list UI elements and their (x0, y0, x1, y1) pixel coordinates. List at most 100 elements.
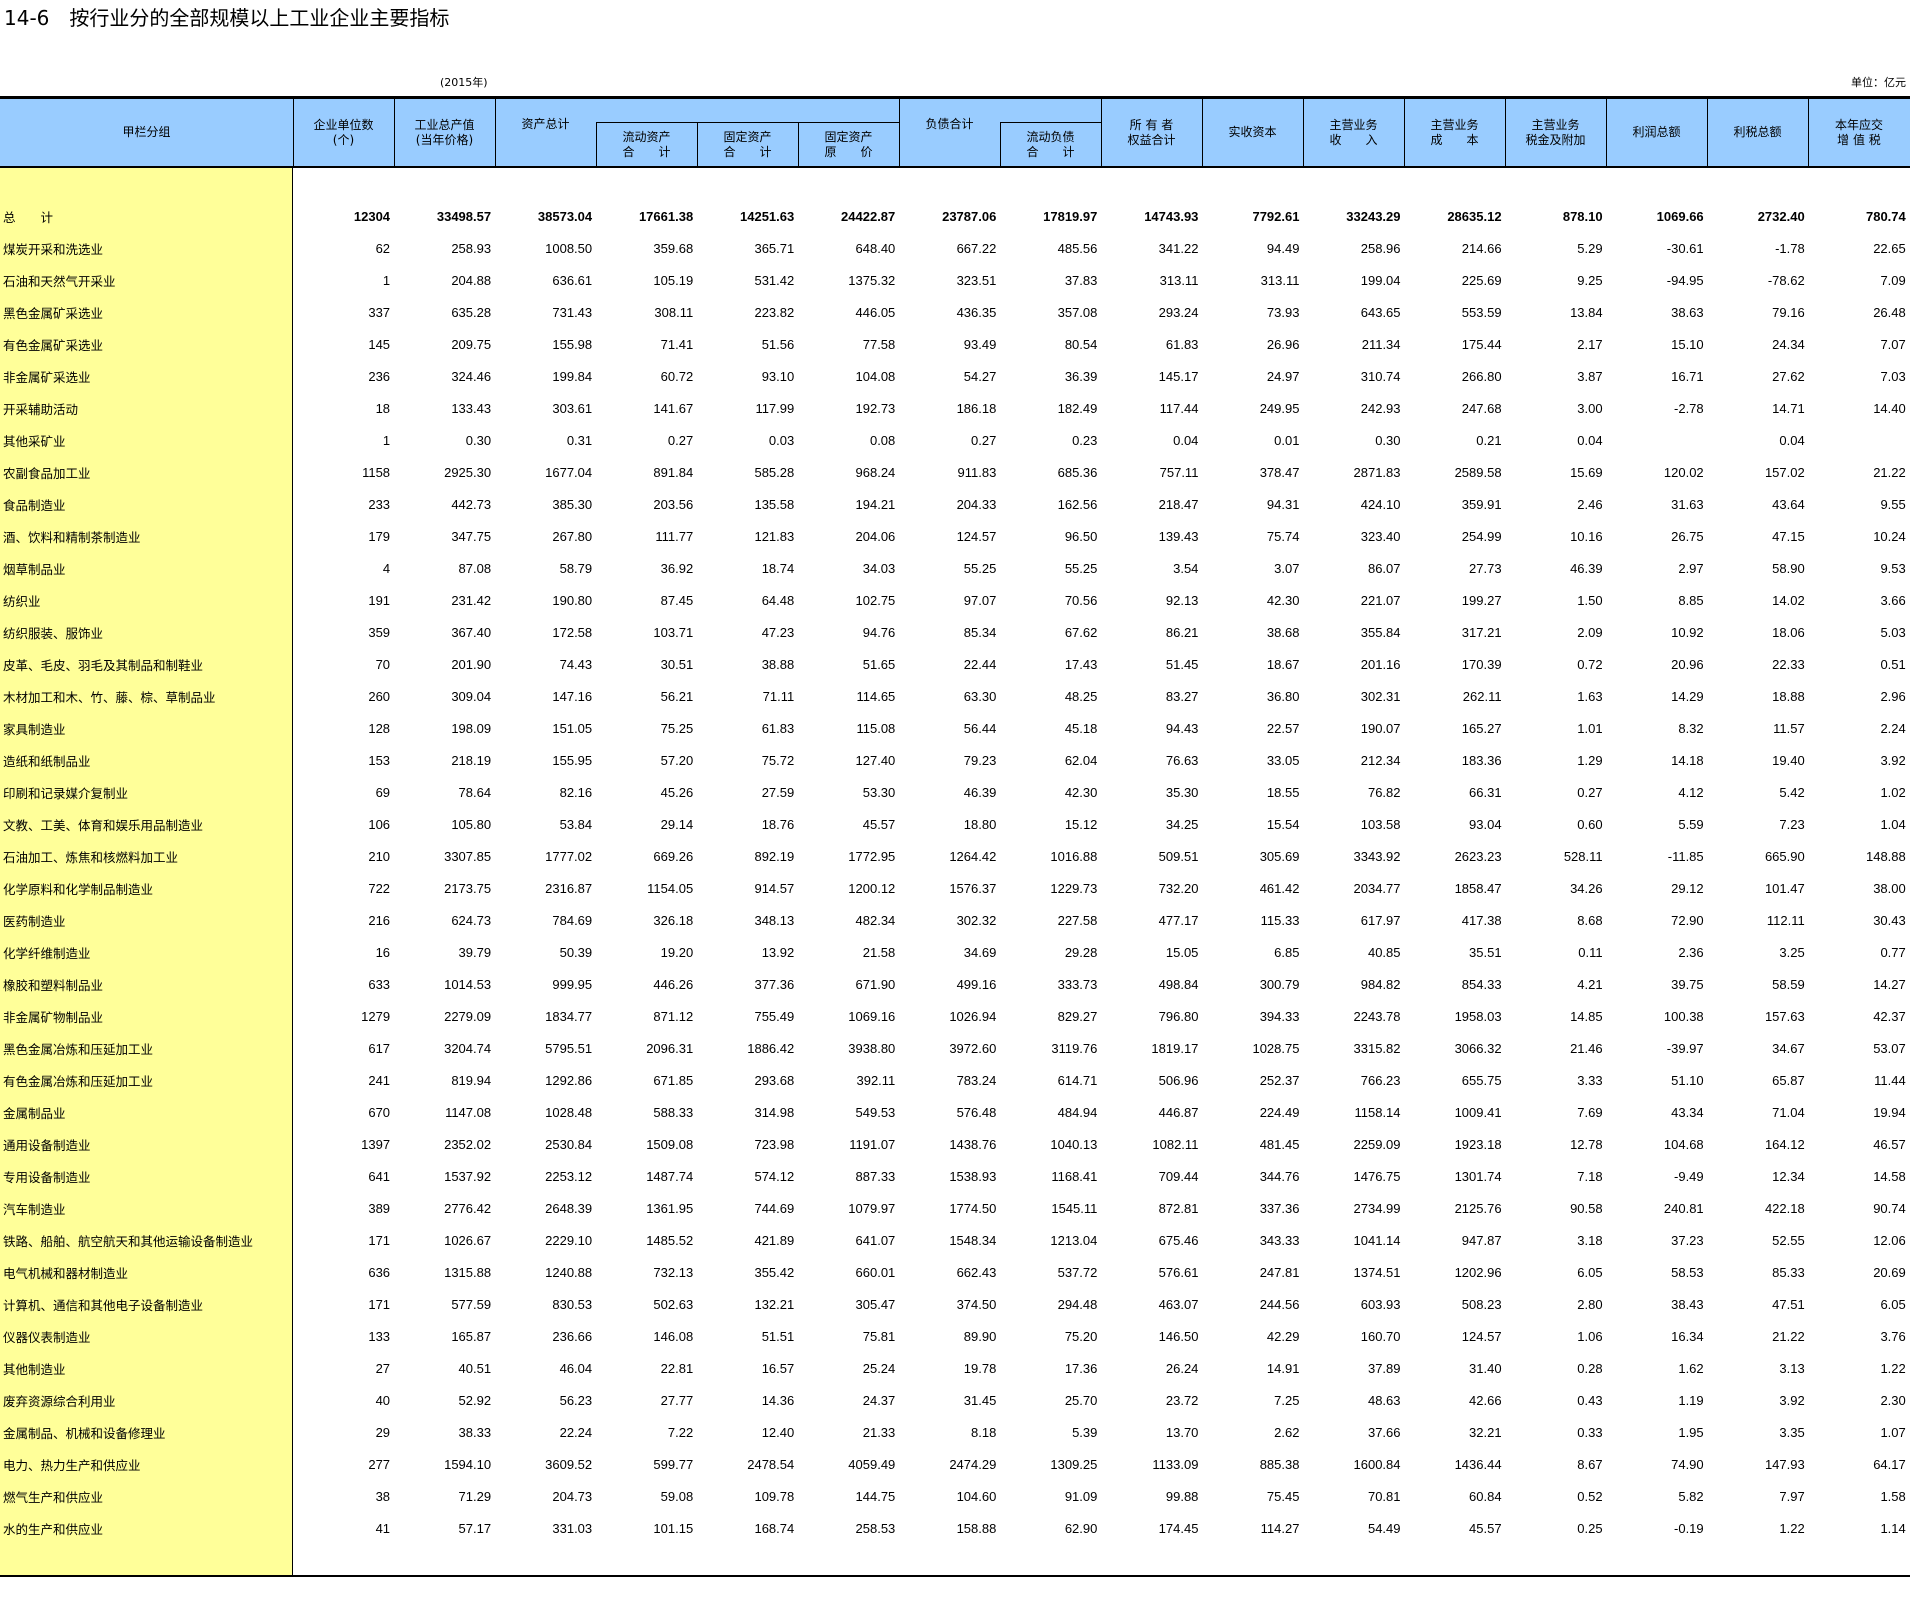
cell-value: 1.14 (1880, 1520, 1906, 1536)
cell-value: 310.74 (1360, 368, 1401, 384)
cell-value: 94.31 (1266, 496, 1300, 512)
cell-value: 37.83 (1064, 272, 1098, 288)
cell-value: 662.43 (956, 1264, 997, 1280)
cell-value: 643.65 (1360, 304, 1401, 320)
cell-value: 63.30 (963, 688, 997, 704)
header-paid-capital: 实收资本 (1228, 125, 1277, 139)
cell-value: 0.25 (1577, 1520, 1603, 1536)
row-label: 文教、工美、体育和娱乐用品制造业 (3, 817, 204, 833)
divider (495, 99, 496, 166)
divider (596, 122, 899, 123)
cell-value: 0.51 (1880, 656, 1906, 672)
cell-value: 9.55 (1880, 496, 1906, 512)
cell-value: 148.88 (1865, 848, 1906, 864)
cell-value: 377.36 (754, 976, 795, 992)
cell-value: 1264.42 (949, 848, 997, 864)
cell-value: 1200.12 (848, 880, 896, 896)
cell-value: 1026.67 (444, 1232, 492, 1248)
cell-value: 47.15 (1772, 528, 1805, 544)
cell-value: 171 (368, 1296, 391, 1312)
table-row: 皮革、毛皮、羽毛及其制品和制鞋业 70 201.90 74.43 30.51 38.88 5… (0, 648, 1910, 680)
row-label: 石油加工、炼焦和核燃料加工业 (3, 849, 179, 865)
cell-value: 198.09 (451, 720, 492, 736)
cell-value: 104.08 (855, 368, 896, 384)
cell-value: 203.56 (653, 496, 694, 512)
table-row: 印刷和记录媒介复制业 69 78.64 82.16 45.26 27.59 53.30 46.… (0, 776, 1910, 808)
cell-value: 66.31 (1469, 784, 1502, 800)
cell-value: 2925.30 (444, 464, 492, 480)
cell-value: 2.62 (1274, 1424, 1300, 1440)
cell-value: 2.96 (1880, 688, 1906, 704)
cell-value: 617 (368, 1040, 391, 1056)
cell-value: 258.93 (451, 240, 492, 256)
cell-value: 40.85 (1367, 944, 1401, 960)
table-row: 金属制品、机械和设备修理业 29 38.33 22.24 7.22 12.40 21.33 8… (0, 1416, 1910, 1448)
cell-value: 7.25 (1274, 1392, 1300, 1408)
cell-value: 6.05 (1577, 1264, 1603, 1280)
divider (1505, 99, 1506, 166)
cell-value: 461.42 (1259, 880, 1300, 896)
cell-value: 2648.39 (545, 1200, 593, 1216)
cell-value: 35.30 (1165, 784, 1199, 800)
cell-value: 21.46 (1570, 1040, 1603, 1056)
cell-value: 2.17 (1577, 336, 1603, 352)
cell-value: 648.40 (855, 240, 896, 256)
cell-value: 38.68 (1266, 624, 1300, 640)
cell-value: 266.80 (1461, 368, 1502, 384)
cell-value: 31.45 (963, 1392, 997, 1408)
cell-value: 0.04 (1779, 432, 1805, 448)
divider (1000, 122, 1001, 166)
cell-value: 2478.54 (747, 1456, 795, 1472)
cell-value: 46.39 (963, 784, 997, 800)
cell-value: 45.57 (1469, 1520, 1502, 1536)
cell-value: 3.13 (1779, 1360, 1805, 1376)
cell-value: 3.92 (1779, 1392, 1805, 1408)
cell-value: 374.50 (956, 1296, 997, 1312)
cell-value: 1576.37 (949, 880, 997, 896)
cell-value: 300.79 (1259, 976, 1300, 992)
cell-value: 223.82 (754, 304, 795, 320)
cell-value: 2229.10 (545, 1232, 593, 1248)
cell-value: 1772.95 (848, 848, 896, 864)
cell-value: 911.83 (957, 464, 997, 480)
cell-value: 0.08 (869, 432, 896, 448)
cell-value: 26.24 (1165, 1360, 1199, 1376)
cell-value: 1.02 (1880, 784, 1906, 800)
cell-value: 112.11 (1766, 912, 1805, 928)
cell-value: 33243.29 (1346, 208, 1401, 224)
cell-value: 1279 (361, 1008, 391, 1024)
cell-value: 85.34 (963, 624, 997, 640)
cell-value: 394.33 (1259, 1008, 1300, 1024)
cell-value: 10.24 (1873, 528, 1906, 544)
cell-value: 25.24 (862, 1360, 896, 1376)
cell-value: -94.95 (1666, 272, 1704, 288)
cell-value: 588.33 (653, 1104, 694, 1120)
table-row: 计算机、通信和其他电子设备制造业 171 577.59 830.53 502.63 132… (0, 1288, 1910, 1320)
cell-value: 20.96 (1671, 656, 1704, 672)
cell-value: 13.70 (1165, 1424, 1199, 1440)
divider (1707, 99, 1708, 166)
cell-value: 51.10 (1671, 1072, 1704, 1088)
cell-value: 47.51 (1772, 1296, 1805, 1312)
cell-value: 14251.63 (740, 208, 795, 224)
cell-value: 1041.14 (1353, 1232, 1401, 1248)
cell-value: 1158 (362, 464, 391, 480)
cell-value: 3.66 (1880, 592, 1906, 608)
cell-value: 252.37 (1259, 1072, 1300, 1088)
table-row: 其他制造业 27 40.51 46.04 22.81 16.57 25.24 19.78 17.… (0, 1352, 1910, 1384)
cell-value: 1923.18 (1454, 1136, 1502, 1152)
cell-value: 172.58 (552, 624, 593, 640)
cell-value: 309.04 (451, 688, 492, 704)
cell-value: 57.20 (660, 752, 694, 768)
cell-value: 2259.09 (1353, 1136, 1401, 1152)
cell-value: 854.33 (1461, 976, 1502, 992)
cell-value: 5.59 (1678, 816, 1704, 832)
header-fixed-orig: 固定资产 原 价 (824, 129, 873, 159)
cell-value: 367.40 (451, 624, 492, 640)
cell-value: 168.74 (754, 1520, 795, 1536)
cell-value: 0.27 (667, 432, 694, 448)
cell-value: 871.12 (653, 1008, 694, 1024)
cell-value: 34.69 (963, 944, 997, 960)
row-label: 非金属矿采选业 (3, 369, 91, 385)
cell-value: 5.82 (1678, 1488, 1704, 1504)
